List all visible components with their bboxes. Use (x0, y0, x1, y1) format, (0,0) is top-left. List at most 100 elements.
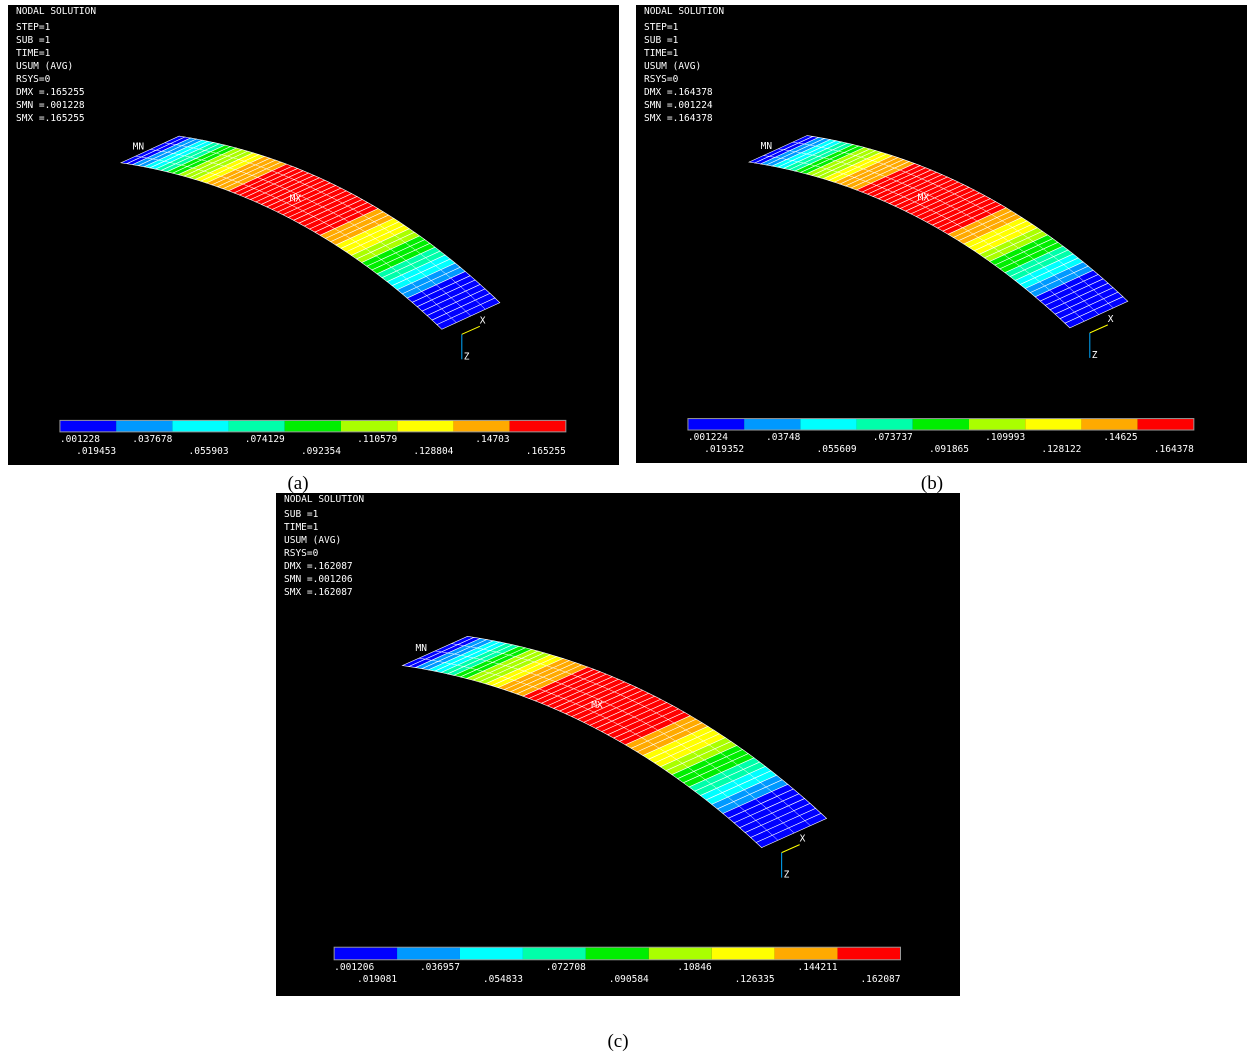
axis-x-label: X (800, 834, 806, 845)
legend-swatch (586, 947, 649, 960)
beam (121, 136, 500, 329)
legend-swatch (857, 419, 913, 430)
header-line: USUM (AVG) (644, 61, 701, 72)
legend-swatch (334, 947, 397, 960)
result-panel: NODAL SOLUTION SUB =1 TIME=1 USUM (AVG) RSYS… (276, 493, 960, 996)
legend-label: .090584 (609, 974, 649, 985)
legend-swatch (1081, 419, 1137, 430)
axis-z-label: Z (784, 870, 790, 881)
legend-label: .03748 (766, 432, 801, 443)
caption: (a) (287, 473, 308, 495)
legend-swatch (800, 419, 856, 430)
legend-swatch (116, 420, 172, 432)
axis-x (782, 845, 800, 853)
header-line: DMX =.162087 (284, 561, 353, 572)
legend-label: .128804 (413, 446, 453, 457)
legend-swatch (510, 420, 566, 432)
legend-label: .074129 (245, 434, 285, 445)
beam (749, 136, 1128, 328)
legend-label: .037678 (132, 434, 172, 445)
legend-swatch (688, 419, 744, 430)
header-line: USUM (AVG) (16, 61, 73, 72)
beam (403, 636, 827, 847)
legend-label: .073737 (873, 432, 913, 443)
min-marker: MN (133, 141, 145, 152)
legend-label: .036957 (420, 962, 460, 973)
legend-label: .126335 (735, 974, 775, 985)
legend-label: .001224 (688, 432, 728, 443)
min-marker: MN (416, 643, 428, 654)
axis-z-label: Z (1092, 350, 1098, 361)
legend-swatch (1138, 419, 1194, 430)
legend-swatch (460, 947, 523, 960)
legend-swatch (744, 419, 800, 430)
legend-label: .092354 (301, 446, 341, 457)
legend-label: .162087 (860, 974, 900, 985)
legend-swatch (397, 420, 453, 432)
legend-swatch (712, 947, 775, 960)
header-line: STEP=1 (644, 22, 679, 33)
header-line: RSYS=0 (284, 548, 319, 559)
legend-label: .109993 (985, 432, 1025, 443)
header-line: RSYS=0 (644, 74, 679, 85)
header-line: SUB =1 (16, 35, 51, 46)
min-marker: MN (761, 141, 773, 152)
header-line: SMX =.164378 (644, 113, 713, 124)
header-line: TIME=1 (284, 522, 319, 533)
legend-swatch (172, 420, 228, 432)
legend-swatch (523, 947, 586, 960)
axis-x (462, 326, 480, 334)
header-line: DMX =.165255 (16, 87, 85, 98)
legend-swatch (285, 420, 341, 432)
legend-label: .019081 (357, 974, 397, 985)
header-line: STEP=1 (16, 22, 51, 33)
legend-swatch (453, 420, 509, 432)
header-line: NODAL SOLUTION (644, 6, 724, 17)
legend-swatch (229, 420, 285, 432)
header-line: SMN =.001206 (284, 574, 353, 585)
header-line: NODAL SOLUTION (284, 494, 364, 505)
axis-x-label: X (480, 315, 486, 326)
axis-z-label: Z (464, 351, 470, 362)
legend-label: .019453 (76, 446, 116, 457)
legend-label: .001206 (334, 962, 374, 973)
caption: (b) (921, 473, 943, 495)
header-line: NODAL SOLUTION (16, 6, 96, 17)
legend-label: .072708 (546, 962, 586, 973)
legend-swatch (838, 947, 901, 960)
header-line: SUB =1 (644, 35, 679, 46)
legend-label: .10846 (677, 962, 712, 973)
legend-label: .165255 (526, 446, 566, 457)
max-marker: MX (290, 193, 302, 204)
legend-swatch (341, 420, 397, 432)
legend-label: .164378 (1154, 444, 1194, 455)
legend-label: .14625 (1103, 432, 1137, 443)
header-line: USUM (AVG) (284, 535, 341, 546)
result-panel: NODAL SOLUTION STEP=1 SUB =1 TIME=1 USUM (AV… (636, 5, 1247, 463)
header-line: DMX =.164378 (644, 87, 713, 98)
legend-swatch (60, 420, 116, 432)
legend-swatch (397, 947, 460, 960)
max-marker: MX (591, 700, 603, 711)
legend-label: .019352 (704, 444, 744, 455)
header-line: SMN =.001224 (644, 100, 713, 111)
header-line: SUB =1 (284, 509, 319, 520)
legend-label: .110579 (357, 434, 397, 445)
header-line: TIME=1 (644, 48, 679, 59)
header-line: TIME=1 (16, 48, 51, 59)
result-panel: NODAL SOLUTION STEP=1 SUB =1 TIME=1 USUM (AV… (8, 5, 619, 465)
header-line: SMX =.162087 (284, 587, 353, 598)
header-line: SMN =.001228 (16, 100, 85, 111)
header-line: SMX =.165255 (16, 113, 85, 124)
legend-swatch (649, 947, 712, 960)
legend-swatch (1025, 419, 1081, 430)
legend-swatch (775, 947, 838, 960)
page: {"contour_colors": ["#0000ff", "#0099ff"… (0, 0, 1249, 1058)
plot: NODAL SOLUTION STEP=1 SUB =1 TIME=1 USUM (AV… (8, 5, 619, 465)
legend-label: .054833 (483, 974, 523, 985)
header-line: RSYS=0 (16, 74, 51, 85)
legend-swatch (913, 419, 969, 430)
axis-x (1090, 325, 1108, 333)
caption: (c) (607, 1031, 628, 1053)
plot: NODAL SOLUTION SUB =1 TIME=1 USUM (AVG) RSYS… (276, 493, 960, 996)
